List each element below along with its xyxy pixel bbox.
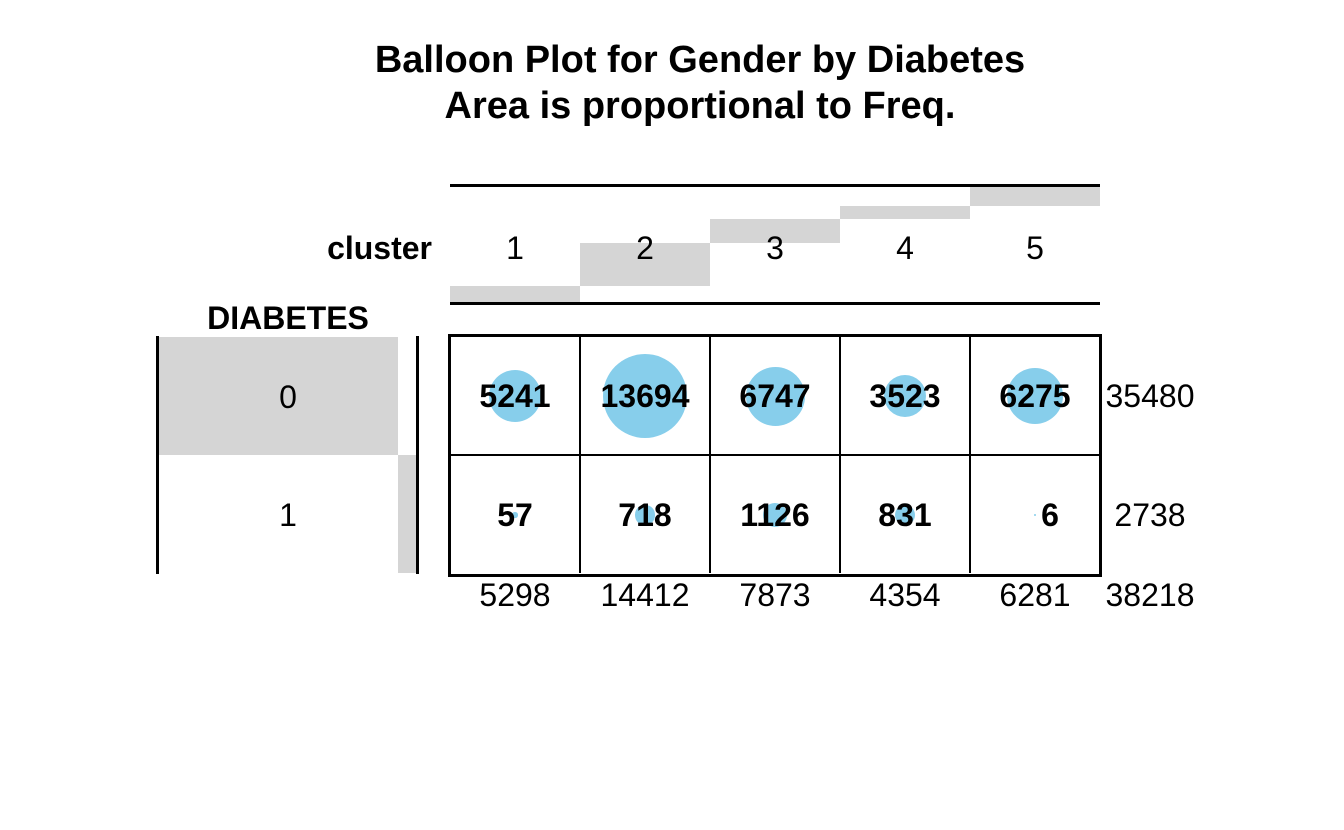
row-total-1: 2738 — [1114, 497, 1186, 533]
cell-value: 3523 — [869, 378, 941, 414]
row-label-1: 1 — [279, 497, 297, 533]
cell-value: 6 — [1041, 497, 1059, 533]
cell-value: 57 — [497, 497, 533, 533]
column-header-bottom-rule — [450, 302, 1100, 305]
column-label-5: 5 — [1026, 230, 1044, 266]
cell-value: 718 — [618, 497, 672, 533]
table-row-divider — [451, 454, 1099, 456]
column-total-3: 7873 — [739, 577, 811, 613]
column-marginal-bar — [970, 187, 1100, 206]
row-marginal-bar — [397, 455, 416, 573]
balloon — [603, 354, 687, 438]
cell-value: 6747 — [739, 378, 811, 414]
balloon — [745, 366, 805, 426]
cell-value: 5241 — [479, 378, 551, 414]
column-header-top-rule — [450, 184, 1100, 187]
column-marginal-bar — [580, 242, 710, 287]
cell-value: 831 — [878, 497, 932, 533]
balloon — [1034, 514, 1036, 516]
balloon — [1006, 367, 1064, 425]
column-marginal-bar — [840, 205, 970, 219]
balloon — [489, 370, 541, 422]
cell-value: 1126 — [740, 497, 810, 533]
column-total-4: 4354 — [869, 577, 941, 613]
chart-title: Balloon Plot for Gender by Diabetes — [374, 39, 1026, 81]
column-label-1: 1 — [506, 230, 524, 266]
table-border — [448, 334, 1102, 577]
chart-title-block: Balloon Plot for Gender by Diabetes Area… — [280, 37, 1120, 129]
column-variable-label: cluster — [327, 230, 432, 266]
column-label-3: 3 — [766, 230, 784, 266]
column-total-1: 5298 — [479, 577, 551, 613]
chart-subtitle: Area is proportional to Freq. — [444, 85, 956, 127]
column-marginal-bar — [710, 219, 840, 243]
balloon — [894, 504, 916, 526]
row-marginal-bar — [159, 337, 398, 455]
column-label-4: 4 — [896, 230, 914, 266]
cell-value: 6275 — [999, 378, 1071, 414]
column-label-2: 2 — [636, 230, 654, 266]
row-header-left-rule — [156, 336, 159, 574]
balloon — [883, 374, 927, 418]
column-total-2: 14412 — [600, 577, 690, 613]
row-total-0: 35480 — [1105, 378, 1195, 414]
row-label-0: 0 — [279, 379, 297, 415]
row-header-right-rule — [416, 336, 419, 574]
balloon — [512, 512, 518, 518]
column-marginal-bar — [450, 286, 580, 302]
balloon — [763, 503, 788, 528]
grand-total: 38218 — [1105, 577, 1195, 613]
column-total-5: 6281 — [999, 577, 1071, 613]
balloon — [635, 505, 655, 525]
cell-value: 13694 — [600, 378, 690, 414]
row-variable-label: DIABETES — [207, 300, 369, 336]
